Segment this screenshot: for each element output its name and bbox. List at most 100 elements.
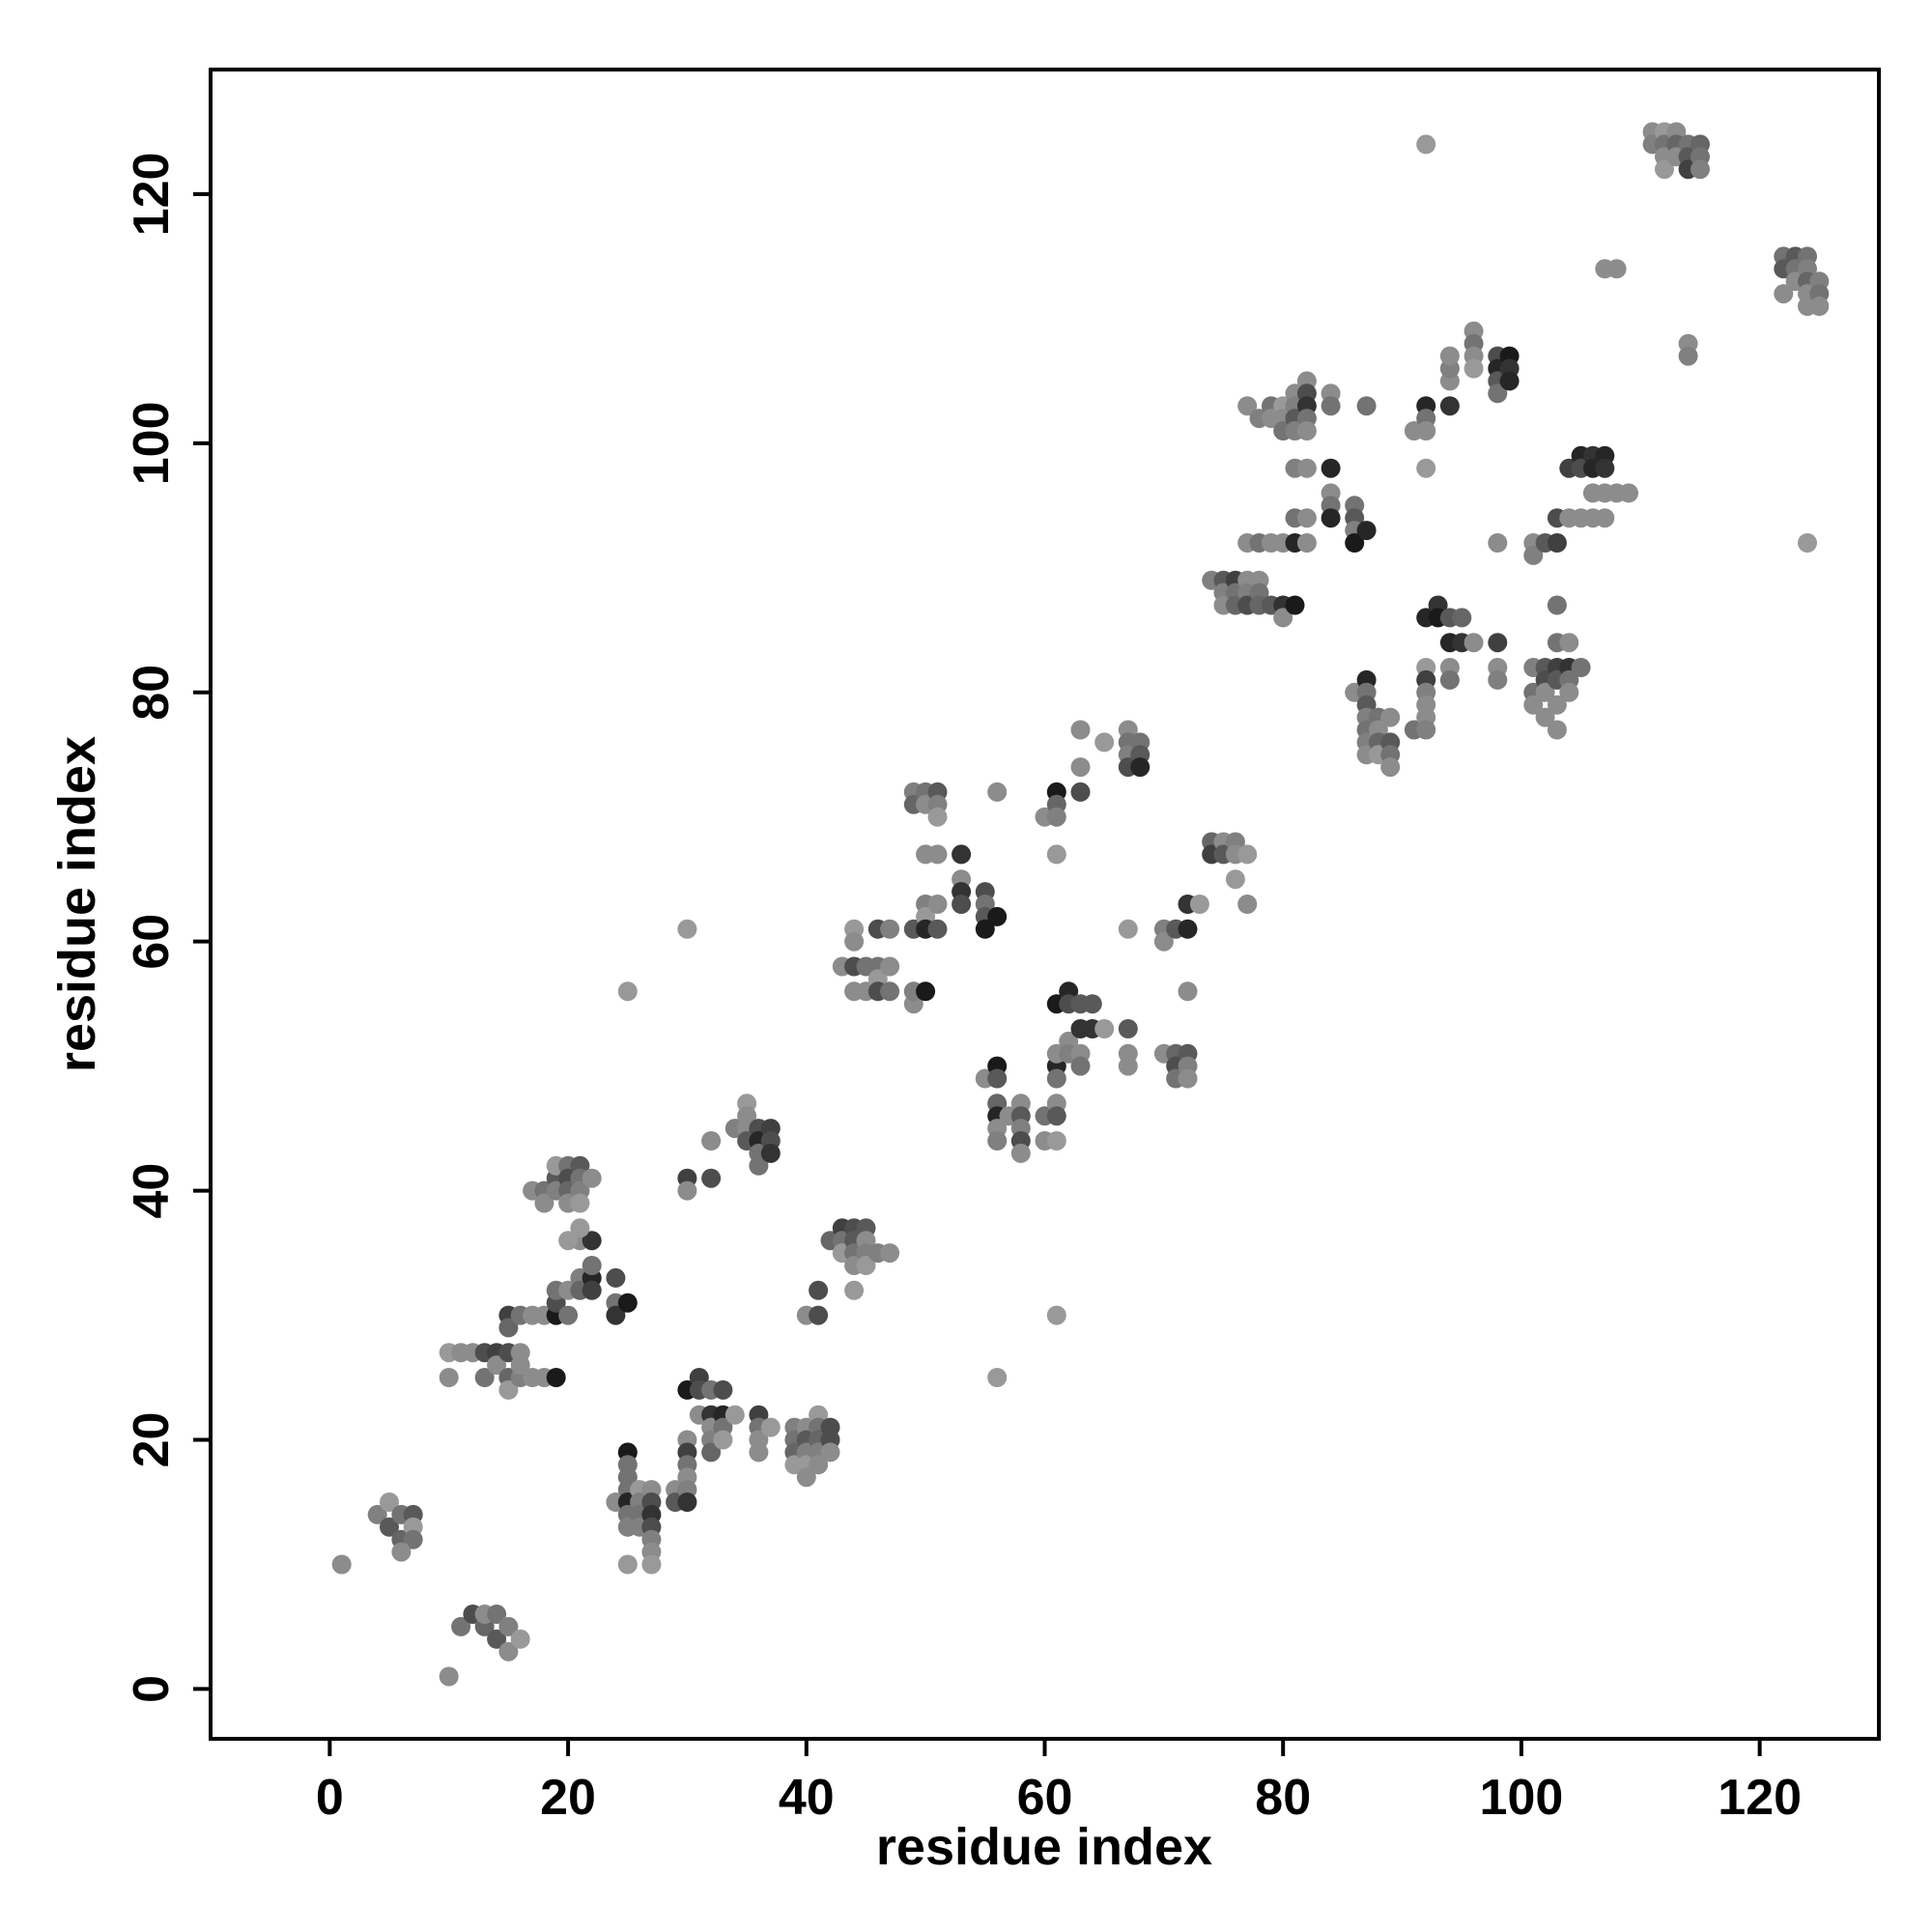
contact-point: [749, 1442, 769, 1463]
contact-point: [487, 1605, 507, 1624]
x-tick-label: 120: [1718, 1770, 1802, 1826]
contact-point: [498, 1616, 519, 1636]
y-tick-label: 120: [124, 153, 180, 237]
contact-point: [1619, 483, 1638, 503]
contact-point: [1178, 981, 1198, 1002]
contact-point: [1046, 844, 1066, 865]
contact-point: [975, 919, 995, 939]
contact-point: [380, 1492, 399, 1512]
contact-point: [1046, 1131, 1066, 1151]
y-axis-title: residue index: [48, 736, 106, 1072]
contact-point: [498, 1641, 519, 1662]
contact-point: [1178, 919, 1198, 939]
contact-point: [1356, 521, 1377, 541]
contact-point: [820, 1442, 840, 1463]
x-tick-label: 20: [540, 1770, 596, 1826]
contact-point: [1237, 844, 1258, 865]
contact-point: [582, 1280, 602, 1300]
contact-point: [1082, 994, 1102, 1014]
contact-point: [1523, 545, 1544, 565]
contact-point: [367, 1504, 387, 1524]
contact-point: [724, 1405, 745, 1425]
x-tick-label: 100: [1480, 1770, 1564, 1826]
contact-point: [1463, 358, 1484, 379]
contact-point: [1046, 1068, 1066, 1089]
contact-point: [510, 1629, 530, 1649]
contact-point: [498, 1379, 519, 1400]
contact-point: [1595, 508, 1615, 528]
contact-point: [1488, 384, 1508, 404]
contact-point: [1559, 682, 1579, 702]
contact-point: [1118, 1019, 1138, 1038]
contact-point: [927, 844, 948, 865]
contact-point: [1070, 720, 1091, 740]
y-tick-label: 60: [124, 914, 180, 970]
contact-point: [856, 1256, 876, 1275]
contact-point: [582, 1168, 602, 1188]
contact-point: [1321, 458, 1341, 478]
x-tick-label: 40: [779, 1770, 835, 1826]
contact-point: [1296, 508, 1317, 528]
contact-point: [952, 895, 972, 914]
contact-point: [749, 1155, 769, 1176]
x-tick-label: 80: [1255, 1770, 1311, 1826]
contact-point: [570, 1193, 590, 1213]
contact-point: [1296, 533, 1317, 553]
contact-point: [1690, 159, 1710, 180]
contact-point: [1070, 757, 1091, 778]
contact-point: [1535, 682, 1555, 702]
contact-point: [880, 1243, 900, 1264]
contact-point: [713, 1430, 733, 1450]
contact-point: [1571, 658, 1591, 677]
contact-point: [916, 981, 936, 1002]
contact-point: [1094, 732, 1115, 753]
x-tick-label: 60: [1017, 1770, 1073, 1826]
contact-point: [617, 981, 638, 1002]
contact-point: [713, 1379, 733, 1400]
contact-point: [451, 1616, 471, 1636]
contact-point: [570, 1218, 590, 1238]
contact-point: [1296, 458, 1317, 478]
contact-point: [1273, 608, 1293, 628]
contact-point: [927, 895, 948, 914]
contact-point: [1547, 695, 1567, 715]
contact-point: [487, 1629, 507, 1649]
contact-point: [403, 1529, 423, 1549]
y-tick-label: 20: [124, 1412, 180, 1468]
contact-point: [1225, 869, 1245, 890]
y-tick-label: 80: [124, 665, 180, 721]
contact-point: [1547, 533, 1567, 553]
contact-point: [558, 1231, 579, 1251]
contact-point: [558, 1305, 579, 1325]
contact-point: [796, 1467, 816, 1488]
contact-point: [1523, 695, 1544, 715]
contact-point: [701, 1131, 722, 1151]
contact-point: [617, 1554, 638, 1575]
y-tick-label: 40: [124, 1163, 180, 1219]
contact-point: [1547, 595, 1567, 615]
contact-point: [1678, 346, 1698, 366]
contact-point: [1439, 669, 1460, 690]
contact-point: [1499, 371, 1520, 391]
contact-point: [391, 1542, 412, 1562]
contact-point: [1153, 931, 1174, 952]
x-tick-label: 0: [316, 1770, 344, 1826]
contact-point: [844, 1280, 865, 1300]
contact-point: [1118, 1056, 1138, 1076]
contact-point: [927, 807, 948, 827]
contact-point: [1046, 807, 1066, 827]
contact-point: [1380, 707, 1401, 727]
contact-point: [880, 919, 900, 939]
contact-point: [487, 1355, 507, 1376]
contact-point: [927, 919, 948, 939]
contact-point: [809, 1455, 829, 1475]
contact-point: [582, 1256, 602, 1275]
contact-point: [1559, 633, 1579, 653]
contact-point: [1046, 1305, 1066, 1325]
contact-point: [1130, 757, 1151, 778]
contact-point: [1094, 1019, 1115, 1038]
points-layer: [331, 122, 1830, 1687]
contact-point: [1606, 259, 1627, 279]
contact-point: [1237, 396, 1258, 416]
